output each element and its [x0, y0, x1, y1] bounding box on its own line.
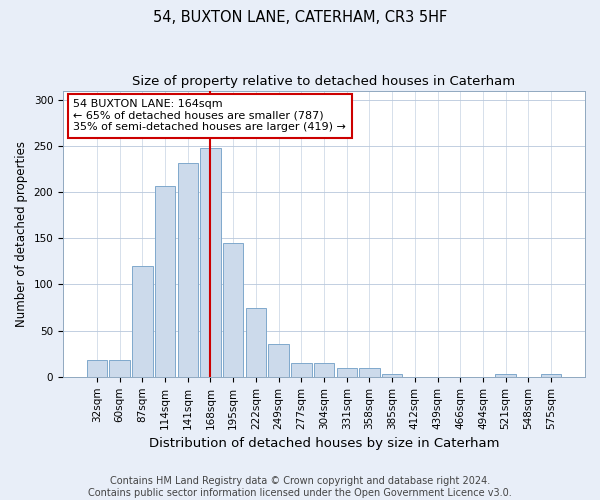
Bar	[245, 308, 266, 377]
Bar	[178, 162, 198, 377]
X-axis label: Distribution of detached houses by size in Caterham: Distribution of detached houses by size …	[149, 437, 499, 450]
Bar	[155, 186, 175, 377]
Text: 54, BUXTON LANE, CATERHAM, CR3 5HF: 54, BUXTON LANE, CATERHAM, CR3 5HF	[153, 10, 447, 25]
Bar	[314, 363, 334, 377]
Bar	[382, 374, 403, 377]
Bar	[268, 344, 289, 377]
Bar	[291, 363, 311, 377]
Bar	[87, 360, 107, 377]
Y-axis label: Number of detached properties: Number of detached properties	[15, 140, 28, 326]
Bar	[200, 148, 221, 377]
Bar	[109, 360, 130, 377]
Text: 54 BUXTON LANE: 164sqm
← 65% of detached houses are smaller (787)
35% of semi-de: 54 BUXTON LANE: 164sqm ← 65% of detached…	[73, 99, 346, 132]
Title: Size of property relative to detached houses in Caterham: Size of property relative to detached ho…	[133, 75, 515, 88]
Bar	[496, 374, 516, 377]
Bar	[223, 243, 244, 377]
Bar	[541, 374, 561, 377]
Bar	[337, 368, 357, 377]
Bar	[359, 368, 380, 377]
Bar	[132, 266, 152, 377]
Text: Contains HM Land Registry data © Crown copyright and database right 2024.
Contai: Contains HM Land Registry data © Crown c…	[88, 476, 512, 498]
